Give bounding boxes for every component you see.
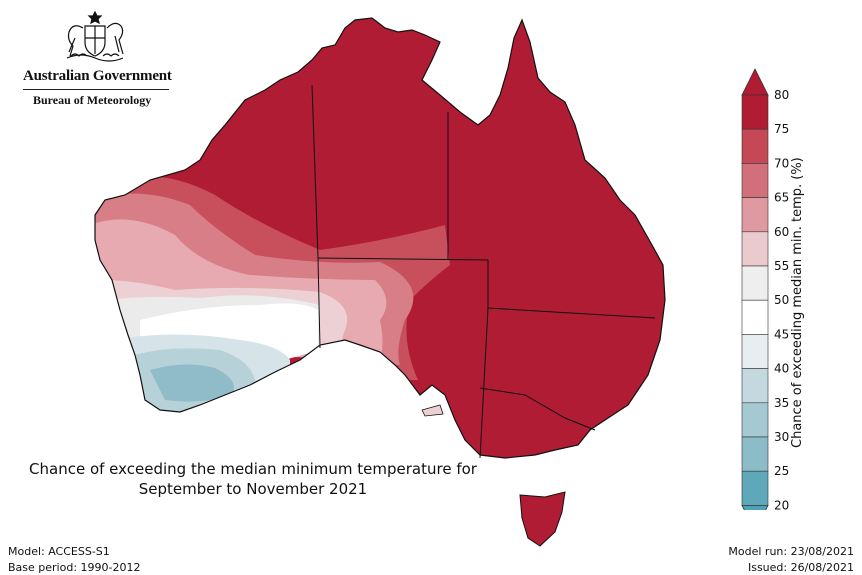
legend-swatch-30 (741, 436, 769, 472)
legend-swatch-55 (741, 265, 769, 301)
legend-tick-label: 70 (774, 156, 789, 170)
legend-swatch-25 (741, 470, 769, 506)
legend-tick-label: 45 (774, 327, 789, 341)
model-label: Model: ACCESS-S1 (8, 545, 110, 558)
legend-swatch-35 (741, 402, 769, 438)
legend-swatch-80 (741, 94, 769, 130)
model-run-label: Model run: 23/08/2021 (728, 545, 854, 558)
legend-tick-label: 65 (774, 191, 789, 205)
color-legend: 80 75 70 65 60 55 50 45 40 35 30 25 20 (741, 68, 789, 510)
agency-title: Bureau of Meteorology (33, 93, 152, 107)
legend-tick-label: 30 (774, 430, 789, 444)
legend-swatch-70 (741, 163, 769, 198)
legend-tick-label: 60 (774, 225, 789, 239)
base-period-label: Base period: 1990-2012 (8, 561, 141, 574)
legend-tick-label: 35 (774, 396, 789, 410)
legend-swatch-45 (741, 334, 769, 369)
border-nsw-vic (479, 387, 596, 431)
legend-swatch-75 (741, 128, 769, 164)
issued-label: Issued: 26/08/2021 (747, 561, 854, 574)
legend-arrow-min (741, 505, 769, 510)
legend-tick-label: 75 (774, 122, 789, 136)
government-title: Australian Government (23, 68, 172, 84)
map-title-line-1: Chance of exceeding the median minimum t… (29, 460, 477, 478)
legend-swatch-65 (741, 197, 769, 233)
legend-tick-label: 55 (774, 259, 789, 273)
legend-tick-label: 80 (774, 88, 789, 102)
border-nt-sa (317, 257, 489, 261)
legend-swatch-60 (741, 231, 769, 267)
region-tasmania (519, 491, 566, 547)
legend-swatch-40 (741, 368, 769, 404)
legend-tick-label: 40 (774, 362, 789, 376)
legend-arrow-max (741, 68, 769, 96)
legend-tick-label: 50 (774, 293, 789, 307)
header-divider (23, 89, 169, 90)
border-sa-vic (479, 307, 489, 459)
region-kangaroo-island (421, 404, 444, 417)
legend-tick-label: 25 (774, 464, 789, 478)
region-south-west-cape (150, 364, 234, 402)
legend-tick-label: 20 (774, 498, 789, 510)
map-title-line-2: September to November 2021 (138, 480, 368, 498)
legend-title: Chance of exceeding median min. temp. (%… (790, 157, 805, 448)
legend-swatch-50 (741, 299, 769, 335)
coat-of-arms-icon (66, 10, 124, 62)
